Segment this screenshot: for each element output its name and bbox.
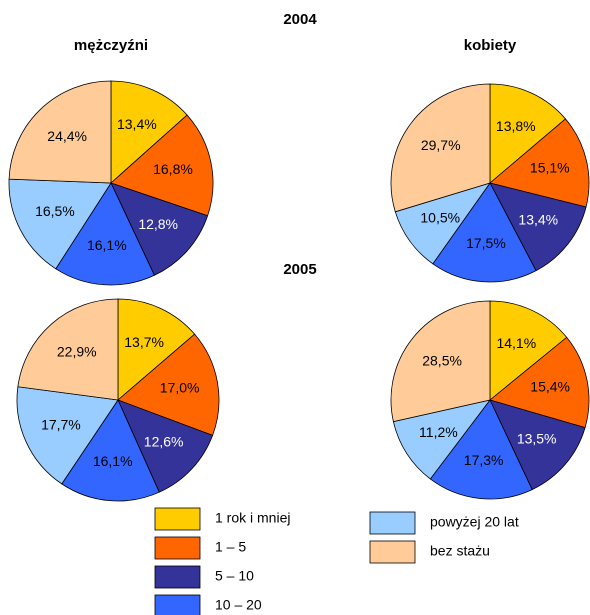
slice-label: 13,4%	[117, 116, 157, 132]
slice-label: 24,4%	[47, 128, 87, 144]
legend-label: bez stażu	[430, 543, 490, 559]
pie-slice	[55, 182, 155, 286]
slice-label: 12,8%	[138, 216, 178, 232]
pie-slice	[432, 182, 537, 283]
pie-slice	[8, 80, 112, 184]
slice-label: 10,5%	[420, 210, 460, 226]
slice-label: 17,5%	[466, 235, 506, 251]
slice-label: 16,8%	[153, 161, 193, 177]
legend-swatch	[369, 540, 416, 564]
pie-slice	[489, 83, 567, 184]
legend-swatch	[154, 536, 201, 560]
pie-slice	[489, 300, 568, 401]
legend-label: 5 – 10	[215, 568, 254, 584]
slice-label: 14,1%	[496, 335, 536, 351]
slice-label: 13,5%	[517, 431, 557, 447]
pie-slice	[8, 178, 112, 270]
pie-slice	[117, 333, 220, 436]
slice-label: 16,1%	[87, 237, 127, 253]
legend-swatch	[154, 565, 201, 589]
pie-slice	[16, 386, 119, 485]
slice-label: 28,5%	[422, 352, 462, 368]
slice-label: 17,3%	[464, 452, 504, 468]
pie-slice	[110, 182, 209, 276]
pie-slice	[61, 399, 160, 502]
slice-label: 16,1%	[93, 453, 133, 469]
slice-label: 13,8%	[496, 118, 536, 134]
pie-slice	[489, 399, 586, 491]
pie-slice	[117, 298, 196, 401]
pie-slice	[110, 114, 214, 217]
year-label: 2004	[283, 11, 317, 28]
pie-slice	[390, 83, 491, 213]
pie-slice	[392, 399, 491, 480]
pie-slice	[489, 182, 587, 272]
slice-label: 11,2%	[419, 424, 458, 440]
legend-swatch	[154, 594, 201, 615]
legend-label: 1 – 5	[215, 539, 246, 555]
group-label: mężczyźni	[74, 37, 148, 54]
slice-label: 15,4%	[530, 378, 570, 394]
pie-slice	[429, 399, 533, 500]
pie-slice	[17, 298, 119, 401]
legend-swatch	[369, 511, 416, 535]
slice-label: 17,7%	[41, 416, 81, 432]
year-label: 2005	[283, 261, 316, 278]
pie-slice	[390, 300, 491, 423]
legend-swatch	[154, 507, 201, 531]
slice-label: 13,7%	[124, 334, 164, 350]
slice-label: 12,6%	[144, 434, 184, 450]
slice-label: 13,4%	[518, 212, 558, 228]
slice-label: 15,1%	[530, 160, 570, 176]
slice-label: 16,5%	[35, 203, 75, 219]
pie-slice	[117, 399, 214, 493]
pie-slice	[489, 118, 590, 208]
legend-label: 10 – 20	[215, 597, 262, 613]
pie-slice	[489, 336, 590, 429]
legend-label: powyżej 20 lat	[430, 514, 519, 530]
legend-label: 1 rok i mniej	[215, 510, 290, 526]
slice-label: 22,9%	[57, 344, 97, 360]
pie-slice	[110, 80, 188, 184]
slice-label: 29,7%	[421, 137, 461, 153]
slice-label: 17,0%	[160, 380, 200, 396]
group-label: kobiety	[464, 37, 517, 54]
